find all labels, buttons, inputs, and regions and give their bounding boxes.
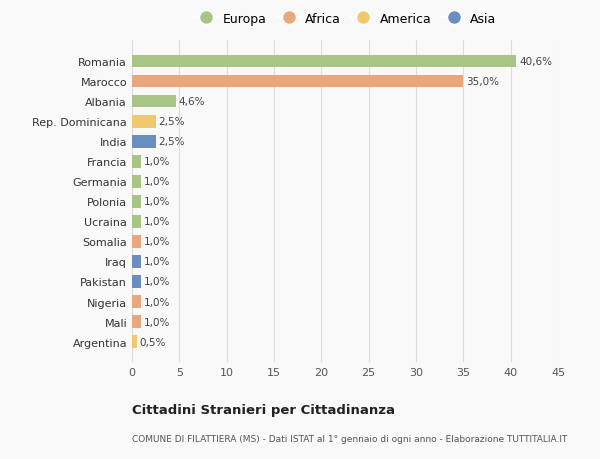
Text: 1,0%: 1,0% [145,197,170,207]
Text: COMUNE DI FILATTIERA (MS) - Dati ISTAT al 1° gennaio di ogni anno - Elaborazione: COMUNE DI FILATTIERA (MS) - Dati ISTAT a… [132,434,568,442]
Text: 1,0%: 1,0% [145,177,170,187]
Bar [132,196,142,208]
Bar [132,296,142,308]
Bar [132,56,517,68]
Text: 1,0%: 1,0% [145,157,170,167]
Text: 1,0%: 1,0% [145,217,170,227]
Bar [132,76,463,88]
Text: 2,5%: 2,5% [158,117,185,127]
Bar [132,176,142,188]
Text: Cittadini Stranieri per Cittadinanza: Cittadini Stranieri per Cittadinanza [132,403,395,416]
Text: 40,6%: 40,6% [519,57,552,67]
Text: 1,0%: 1,0% [145,317,170,327]
Text: 35,0%: 35,0% [466,77,499,87]
Text: 1,0%: 1,0% [145,257,170,267]
Text: 1,0%: 1,0% [145,277,170,287]
Bar [132,276,142,288]
Bar [132,256,142,268]
Text: 1,0%: 1,0% [145,237,170,247]
Bar [132,96,176,108]
Legend: Europa, Africa, America, Asia: Europa, Africa, America, Asia [190,9,500,29]
Bar [132,216,142,228]
Text: 2,5%: 2,5% [158,137,185,147]
Text: 0,5%: 0,5% [140,337,166,347]
Bar [132,136,155,148]
Text: 4,6%: 4,6% [178,97,205,107]
Bar [132,156,142,168]
Bar [132,336,137,348]
Bar [132,316,142,328]
Text: 1,0%: 1,0% [145,297,170,307]
Bar [132,236,142,248]
Bar [132,116,155,128]
